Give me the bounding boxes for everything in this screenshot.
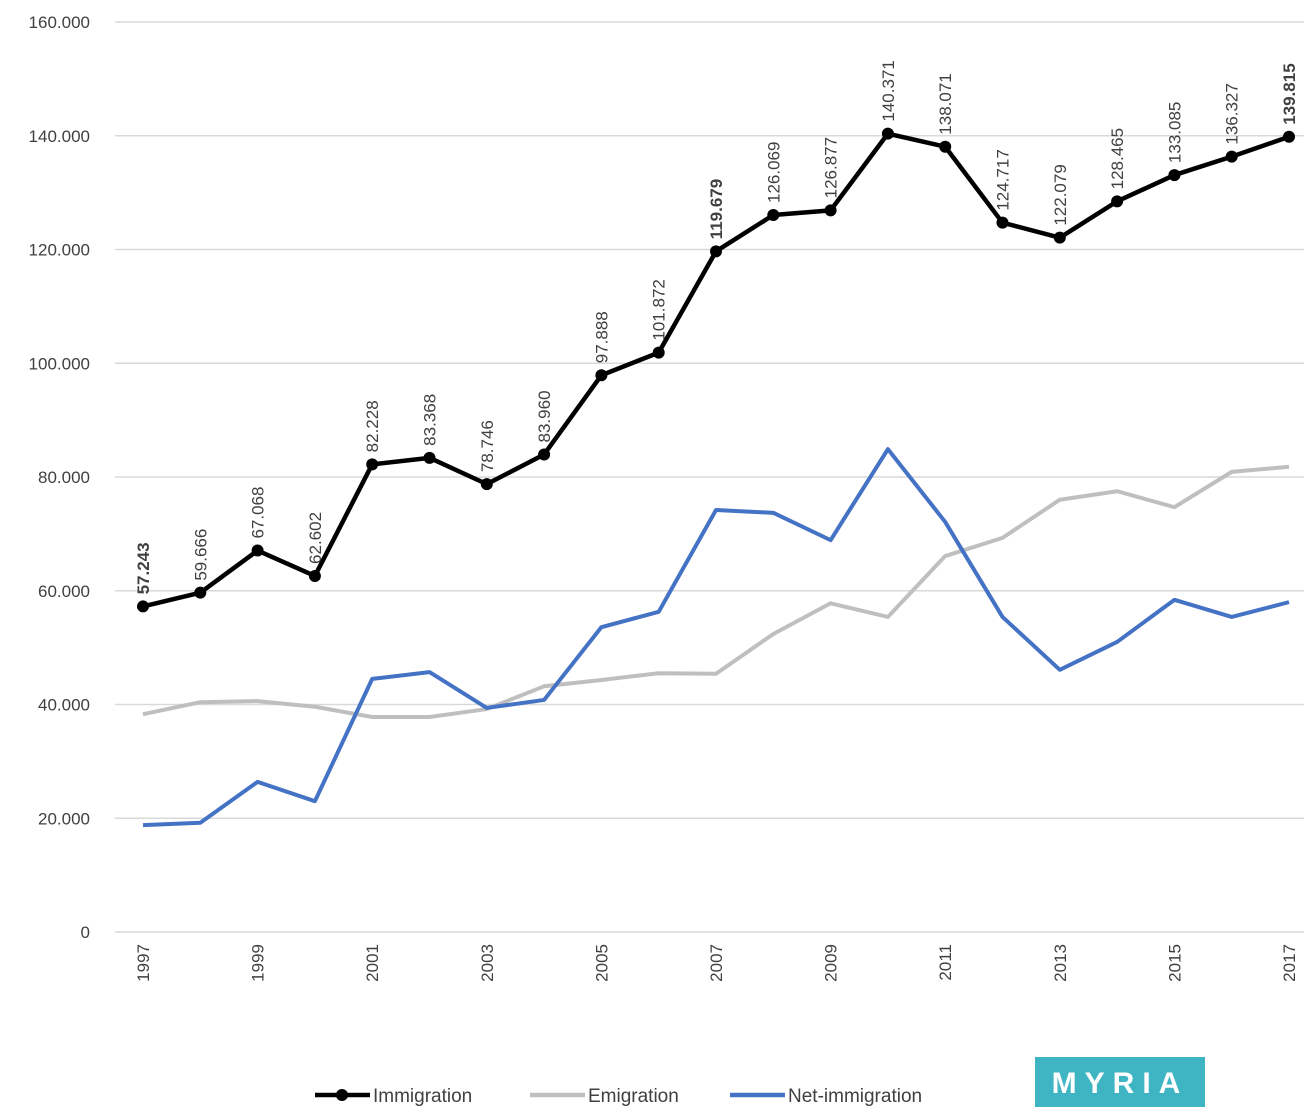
legend-label: Net-immigration: [788, 1086, 922, 1107]
data-label: 136.327: [1223, 83, 1242, 144]
x-tick-label: 2003: [478, 944, 497, 982]
marker: [1225, 150, 1238, 163]
data-label: 59.666: [191, 529, 210, 581]
x-tick-label: 2015: [1165, 944, 1184, 982]
data-label: 133.085: [1165, 102, 1184, 163]
x-tick-label: 2005: [592, 944, 611, 982]
data-label: 139.815: [1280, 63, 1299, 124]
marker: [652, 346, 665, 359]
x-tick-label: 2001: [363, 944, 382, 982]
marker: [767, 208, 780, 221]
y-tick-label: 20.000: [38, 809, 90, 828]
data-label: 122.079: [1051, 164, 1070, 225]
series-line: [142, 464, 1290, 720]
logo-box: [1035, 1057, 1205, 1107]
marker: [137, 600, 149, 613]
legend-label: Emigration: [588, 1086, 679, 1107]
marker: [194, 586, 207, 599]
marker: [1111, 195, 1124, 208]
x-tick-label: 1997: [134, 944, 153, 982]
data-label: 83.960: [535, 390, 554, 442]
y-tick-label: 140.000: [29, 127, 90, 146]
marker: [939, 140, 952, 153]
x-tick-label: 1999: [249, 944, 268, 982]
x-tick-label: 2009: [822, 944, 841, 982]
data-label: 62.602: [306, 512, 325, 564]
data-label: 138.071: [936, 73, 955, 134]
x-tick-label: 2017: [1280, 944, 1299, 982]
data-label: 57.243: [134, 542, 153, 594]
marker: [423, 451, 436, 464]
marker: [595, 369, 608, 382]
data-label: 67.068: [249, 487, 268, 539]
x-tick-label: 2011: [936, 944, 955, 981]
legend-marker: [336, 1089, 348, 1101]
data-label: 119.679: [707, 179, 726, 240]
marker: [366, 458, 379, 471]
marker: [824, 204, 837, 217]
x-tick-label: 2013: [1051, 944, 1070, 982]
marker: [538, 448, 551, 461]
marker: [710, 245, 722, 258]
legend-label: Immigration: [373, 1086, 472, 1107]
y-tick-label: 40.000: [38, 696, 90, 715]
data-label: 126.877: [822, 137, 841, 198]
y-tick-label: 120.000: [29, 241, 90, 260]
y-tick-label: 60.000: [38, 582, 90, 601]
y-tick-label: 100.000: [29, 354, 90, 373]
data-label: 124.717: [994, 149, 1013, 210]
marker: [1168, 169, 1181, 182]
data-label: 126.069: [764, 142, 783, 203]
marker: [1283, 130, 1295, 143]
data-label: 97.888: [592, 311, 611, 363]
marker: [308, 569, 321, 582]
y-tick-label: 160.000: [29, 13, 90, 32]
data-label: 78.746: [478, 420, 497, 472]
marker: [251, 544, 264, 557]
marker: [480, 478, 493, 491]
data-label: 83.368: [421, 394, 440, 446]
data-label: 82.228: [363, 400, 382, 452]
logo: MYRIA: [1052, 1067, 1189, 1100]
series-line: [142, 447, 1290, 828]
marker: [881, 127, 894, 140]
marker: [1053, 231, 1066, 244]
x-tick-label: 2007: [707, 944, 726, 982]
data-label: 128.465: [1108, 128, 1127, 189]
data-label: 101.872: [650, 279, 669, 340]
y-tick-label: 0: [81, 923, 90, 942]
marker: [996, 216, 1009, 229]
y-tick-label: 80.000: [38, 468, 90, 487]
data-label: 140.371: [879, 60, 898, 121]
